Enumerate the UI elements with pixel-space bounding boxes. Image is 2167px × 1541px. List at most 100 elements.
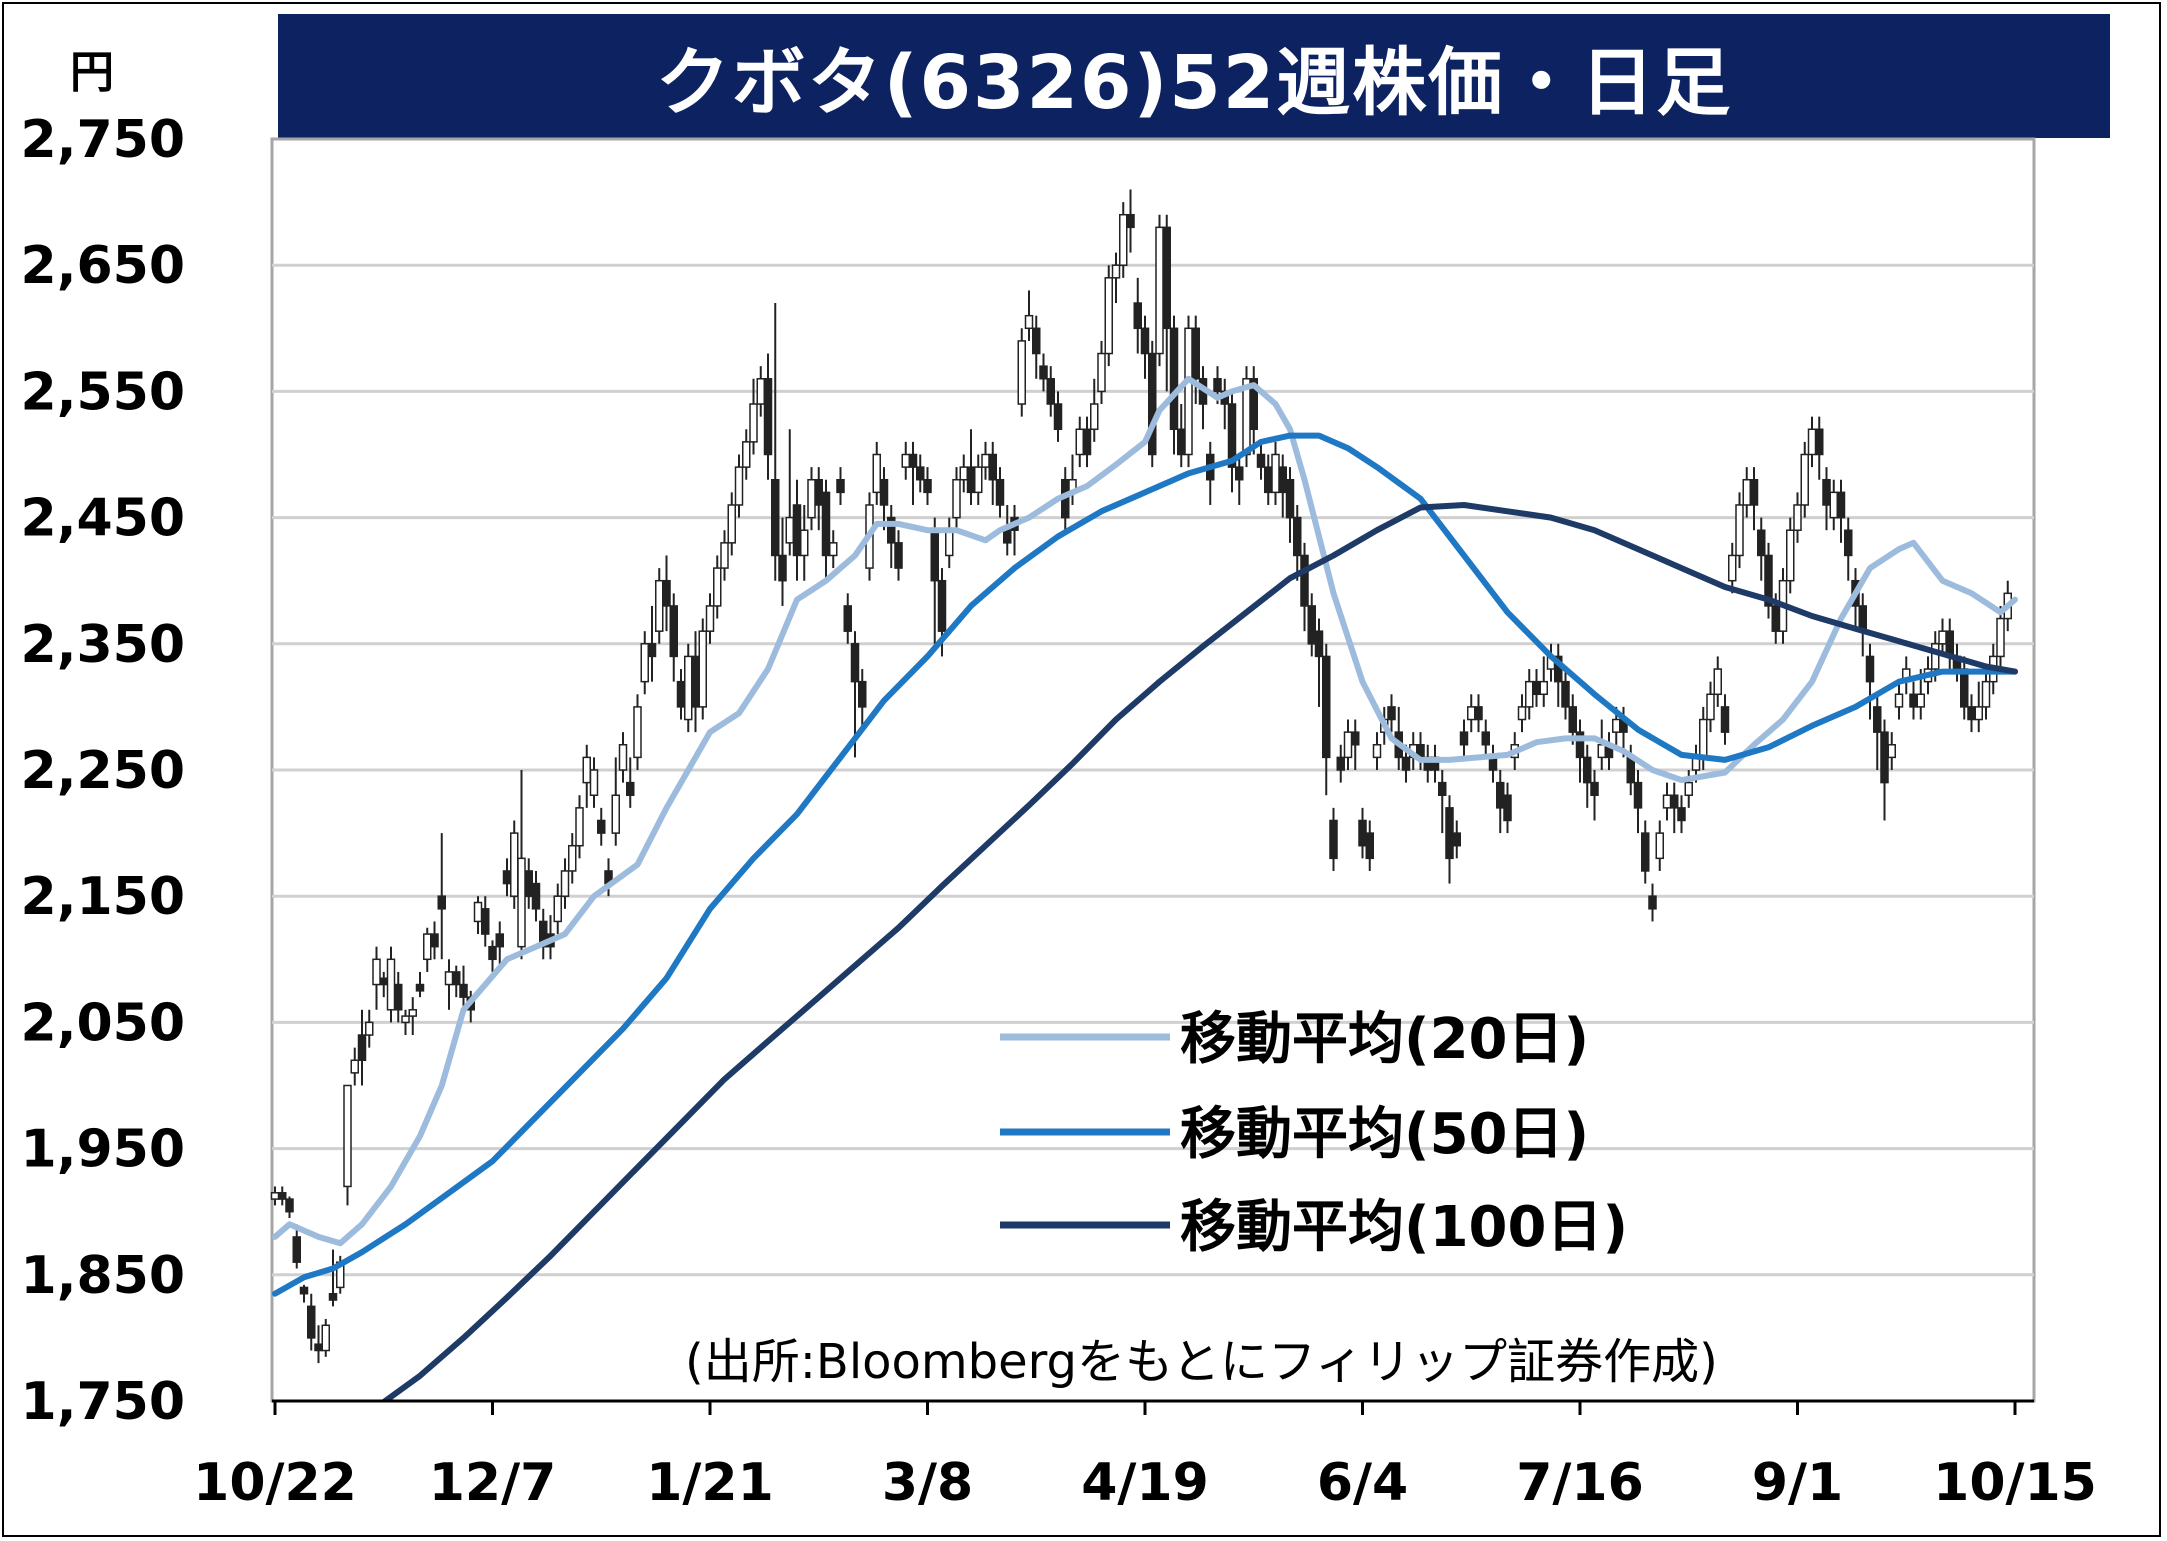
candle bbox=[829, 530, 838, 569]
candle bbox=[1184, 315, 1193, 468]
x-tick-label: 3/8 bbox=[882, 1453, 973, 1513]
candle bbox=[437, 833, 446, 960]
candle bbox=[1713, 656, 1722, 707]
candle bbox=[952, 467, 961, 531]
candle bbox=[1757, 517, 1766, 581]
candle bbox=[1322, 643, 1331, 796]
x-tick-label: 10/22 bbox=[193, 1453, 357, 1513]
candle bbox=[1481, 719, 1490, 758]
candle bbox=[908, 441, 918, 505]
candle bbox=[1459, 719, 1469, 758]
candle bbox=[618, 732, 628, 783]
ma-20-line bbox=[272, 375, 2018, 1247]
candle bbox=[640, 631, 649, 695]
candle bbox=[858, 669, 867, 733]
candle bbox=[568, 833, 577, 884]
candle bbox=[481, 896, 490, 947]
candle bbox=[1032, 315, 1041, 379]
source-note: (出所:Bloombergをもとにフィリップ証券作成) bbox=[685, 1334, 1718, 1390]
candle bbox=[1155, 214, 1164, 367]
y-axis: 2,750 2,650 2,550 2,450 2,350 2,250 2,150 2,050… bbox=[21, 110, 185, 1432]
candle bbox=[575, 795, 584, 859]
candle bbox=[394, 971, 403, 1023]
y-unit-label: 円 bbox=[70, 47, 114, 98]
y-tick-label: 2,550 bbox=[21, 362, 185, 422]
candle bbox=[459, 965, 468, 1010]
candle bbox=[292, 1224, 301, 1269]
candle bbox=[821, 479, 831, 581]
candlesticks bbox=[270, 189, 2012, 1364]
candle bbox=[800, 504, 809, 581]
candle bbox=[923, 467, 932, 505]
candle bbox=[647, 605, 657, 682]
candle bbox=[633, 694, 642, 770]
candle bbox=[1633, 770, 1643, 834]
candle bbox=[1438, 770, 1447, 834]
candle bbox=[836, 467, 845, 505]
candle bbox=[430, 921, 439, 960]
candle bbox=[1873, 694, 1882, 770]
candle bbox=[1517, 694, 1527, 733]
candle bbox=[1314, 618, 1324, 707]
candle bbox=[1256, 441, 1266, 480]
legend-label-20d: 移動平均(20日) bbox=[1180, 1007, 1589, 1072]
candle bbox=[1974, 681, 1983, 733]
candle bbox=[488, 940, 497, 972]
candle bbox=[1082, 416, 1092, 468]
candle bbox=[299, 1284, 309, 1303]
candle bbox=[1670, 782, 1679, 834]
candle bbox=[307, 1293, 316, 1351]
candle bbox=[1111, 252, 1121, 304]
candle bbox=[763, 353, 773, 480]
y-tick-label: 2,150 bbox=[21, 867, 185, 927]
candle bbox=[1815, 416, 1824, 480]
candle bbox=[1126, 189, 1135, 253]
candle bbox=[1655, 820, 1664, 871]
chart-title: クボタ(6326)52週株価・日足 bbox=[655, 39, 1733, 126]
candle bbox=[734, 454, 744, 518]
candle bbox=[974, 454, 983, 505]
candle bbox=[1836, 479, 1846, 543]
y-tick-label: 2,250 bbox=[21, 741, 185, 801]
candle bbox=[1365, 820, 1374, 871]
candle bbox=[1293, 504, 1302, 581]
y-tick-label: 2,050 bbox=[21, 993, 185, 1053]
candle bbox=[495, 921, 504, 966]
candle bbox=[684, 643, 693, 733]
candle bbox=[1046, 366, 1055, 417]
candle bbox=[1764, 542, 1773, 619]
candle bbox=[713, 555, 722, 619]
x-tick-label: 9/1 bbox=[1752, 1453, 1843, 1513]
y-tick-label: 1,950 bbox=[21, 1120, 185, 1180]
candle bbox=[560, 858, 570, 909]
candle bbox=[727, 492, 736, 556]
candle bbox=[1648, 883, 1657, 922]
x-tick-label: 10/15 bbox=[1933, 1453, 2097, 1513]
x-tick-label: 7/16 bbox=[1516, 1453, 1644, 1513]
candle bbox=[1793, 492, 1802, 543]
candle bbox=[1285, 467, 1295, 543]
candle bbox=[720, 530, 729, 581]
legend-label-100d: 移動平均(100日) bbox=[1180, 1195, 1628, 1260]
candle bbox=[669, 593, 678, 682]
candle bbox=[328, 1249, 338, 1307]
candle bbox=[517, 770, 526, 960]
candle bbox=[1720, 694, 1730, 745]
candle bbox=[589, 757, 599, 808]
candle bbox=[1749, 467, 1759, 531]
candle bbox=[1641, 820, 1650, 884]
candle bbox=[1148, 340, 1157, 468]
y-tick-label: 2,650 bbox=[21, 236, 185, 296]
candle bbox=[742, 429, 751, 480]
candle bbox=[408, 997, 417, 1036]
x-tick-label: 6/4 bbox=[1317, 1453, 1408, 1513]
candle bbox=[1249, 366, 1258, 455]
x-axis: 10/22 12/7 1/21 3/8 4/19 6/4 7/16 9/1 10/15 bbox=[193, 1399, 2097, 1513]
candle bbox=[553, 883, 562, 935]
candle bbox=[1017, 328, 1026, 417]
candle bbox=[1844, 517, 1853, 581]
candle bbox=[1583, 744, 1592, 808]
candle bbox=[1300, 542, 1309, 632]
candle bbox=[1503, 782, 1512, 834]
y-tick-label: 2,450 bbox=[21, 489, 185, 549]
